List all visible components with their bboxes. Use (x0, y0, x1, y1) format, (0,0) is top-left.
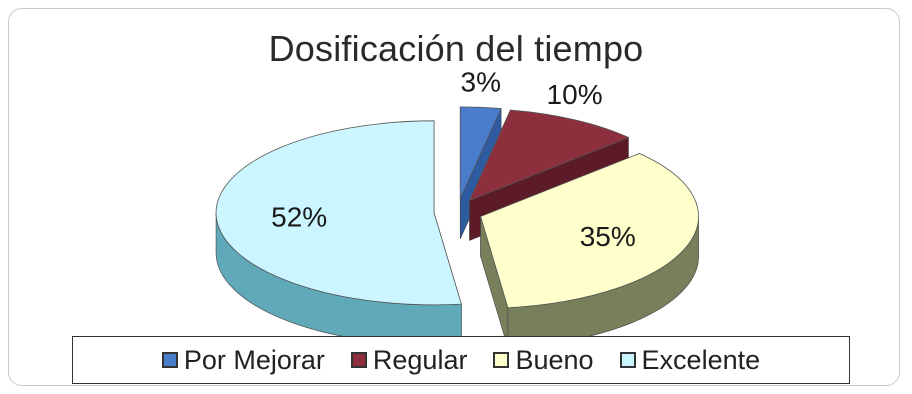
legend-swatch-por-mejorar (161, 352, 178, 368)
legend-label-por-mejorar: Por Mejorar (183, 344, 325, 375)
pie-slice-top-excelente (215, 120, 462, 306)
pie-slice-top-por-mejorar (459, 106, 502, 200)
pie-slice-bueno (480, 153, 699, 349)
legend-swatch-regular (350, 352, 367, 368)
legend-label-regular: Regular (372, 344, 468, 375)
data-label-por-mejorar: 3% (461, 66, 501, 97)
legend-swatch-bueno (493, 352, 510, 368)
data-label-bueno: 35% (580, 221, 636, 252)
legend: Por Mejorar Regular Bueno Excelente (72, 336, 850, 384)
data-label-excelente: 52% (271, 201, 327, 232)
legend-item-por-mejorar: Por Mejorar (161, 344, 325, 376)
chart-title: Dosificación del tiempo (268, 28, 644, 69)
pie-slice-excelente (215, 120, 462, 346)
legend-label-excelente: Excelente (641, 344, 761, 375)
legend-swatch-excelente (619, 352, 636, 368)
data-label-regular: 10% (547, 79, 603, 110)
legend-item-excelente: Excelente (619, 344, 761, 376)
legend-item-bueno: Bueno (493, 344, 594, 376)
pie-slice-top-bueno (480, 153, 699, 309)
legend-label-bueno: Bueno (515, 344, 594, 375)
pie-slice-top-regular (468, 109, 630, 202)
legend-item-regular: Regular (350, 344, 468, 376)
